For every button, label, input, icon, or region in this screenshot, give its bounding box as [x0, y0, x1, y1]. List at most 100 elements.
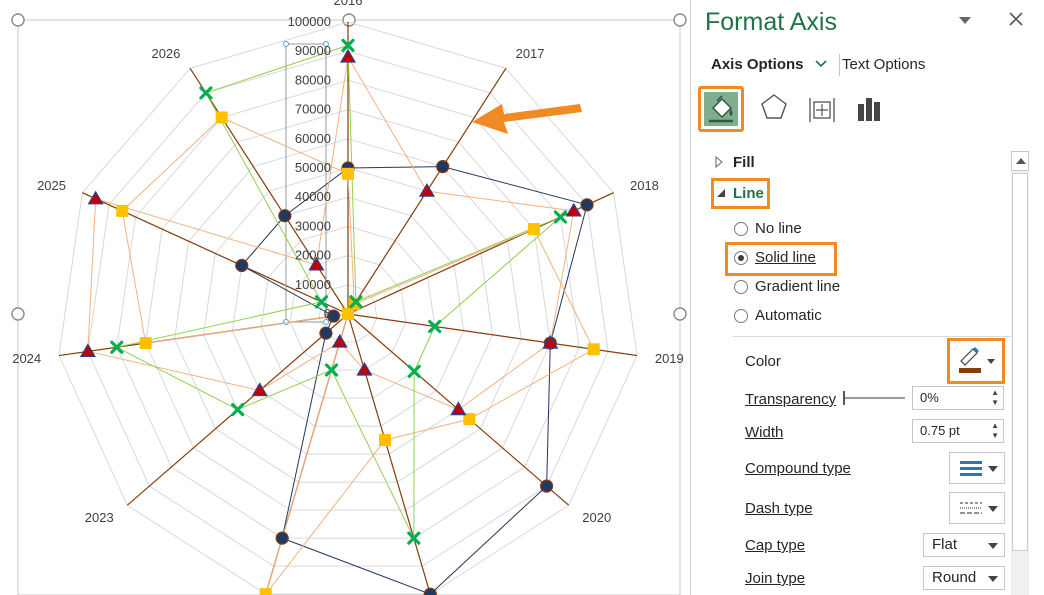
resize-handle[interactable]: [342, 13, 356, 27]
caret-down-icon[interactable]: [988, 543, 998, 549]
fill-expand-icon[interactable]: [715, 155, 723, 171]
axis-selection-handle: [323, 41, 329, 47]
category-label: 2024: [12, 351, 41, 366]
resize-handle[interactable]: [673, 13, 687, 27]
transparency-slider[interactable]: [843, 397, 905, 399]
caret-down-icon[interactable]: [988, 576, 998, 582]
scroll-up-button[interactable]: [1011, 151, 1029, 171]
width-spinner[interactable]: 0.75 pt ▲ ▼: [912, 419, 1004, 443]
data-point-triangle: [87, 190, 104, 205]
tab-axis-options[interactable]: Axis Options: [711, 56, 804, 73]
data-point-x: [407, 531, 421, 545]
transparency-label: Transparency: [745, 391, 837, 408]
data-point-square: [587, 343, 600, 356]
cap-type-dropdown[interactable]: Flat: [923, 533, 1005, 557]
axis-tick-label: 40000: [295, 189, 331, 204]
gridline-ring: [260, 225, 436, 399]
scroll-thumb[interactable]: [1012, 173, 1028, 551]
axis-tick-label: 20000: [295, 248, 331, 263]
fill-line-icon[interactable]: [698, 86, 744, 132]
resize-handle[interactable]: [11, 307, 25, 321]
data-point-circle: [275, 531, 289, 545]
outline-color-button[interactable]: [953, 344, 999, 378]
data-point-x: [110, 340, 124, 354]
chart-area[interactable]: 0 10000 20000 30000 40000 50000 60000 70000 8000…: [0, 0, 690, 595]
join-type-dropdown[interactable]: Round: [923, 566, 1005, 590]
radio-automatic-label[interactable]: Automatic: [755, 307, 822, 324]
line-collapse-icon[interactable]: [716, 188, 726, 201]
data-point-triangle: [339, 48, 357, 63]
data-point-x: [407, 364, 421, 378]
radio-solid-line-label[interactable]: Solid line: [755, 249, 816, 266]
section-divider: [733, 336, 1013, 337]
radar-chart[interactable]: 0 10000 20000 30000 40000 50000 60000 70000 8000…: [0, 0, 690, 595]
transparency-value[interactable]: 0%: [920, 390, 939, 405]
data-point-x: [314, 295, 329, 309]
data-point-square: [379, 434, 392, 447]
resize-handle[interactable]: [11, 13, 25, 27]
join-type-value[interactable]: Round: [932, 569, 977, 586]
category-label: 2020: [582, 510, 611, 525]
resize-handle[interactable]: [673, 307, 687, 321]
data-point-circle: [278, 209, 292, 223]
data-point-circle: [580, 198, 594, 212]
dash-type-dropdown[interactable]: [949, 492, 1005, 524]
width-value[interactable]: 0.75 pt: [920, 423, 960, 438]
spin-up-icon[interactable]: ▲: [991, 421, 999, 430]
axis-tick-label: 80000: [295, 72, 331, 87]
caret-down-icon[interactable]: [959, 12, 971, 30]
selected-value-axis[interactable]: [285, 43, 327, 323]
axis-selection-handle: [323, 319, 329, 325]
data-point-square: [342, 167, 354, 180]
tab-divider: [839, 54, 840, 76]
annotation-arrow: [472, 104, 582, 134]
axis-tick-label: 60000: [295, 131, 331, 146]
data-point-x: [428, 319, 442, 334]
category-label: 2026: [151, 46, 180, 61]
data-point-square: [139, 337, 152, 350]
data-point-square: [342, 308, 354, 320]
effects-pentagon-icon[interactable]: [759, 92, 789, 122]
spin-down-icon[interactable]: ▼: [991, 398, 999, 407]
radio-gradient-line-label[interactable]: Gradient line: [755, 278, 841, 295]
data-point-square: [215, 111, 228, 124]
spin-down-icon[interactable]: ▼: [991, 431, 999, 440]
cap-type-value[interactable]: Flat: [932, 536, 958, 553]
chevron-down-icon[interactable]: [815, 56, 827, 71]
radio-no-line-label[interactable]: No line: [755, 220, 802, 237]
data-point-x: [341, 38, 355, 52]
color-button-highlight: [947, 338, 1005, 384]
section-fill[interactable]: Fill: [733, 154, 755, 171]
transparency-slider-handle[interactable]: [843, 391, 845, 405]
data-point-square: [463, 413, 476, 426]
radio-gradient-line[interactable]: [734, 280, 748, 294]
data-point-square: [259, 588, 272, 595]
cap-type-label: Cap type: [745, 537, 806, 554]
data-point-circle: [540, 479, 554, 493]
data-point-triangle: [450, 401, 467, 416]
data-point-triangle: [251, 382, 268, 397]
category-label: 2018: [630, 178, 659, 193]
join-type-label: Join type: [745, 570, 806, 587]
data-point-x: [553, 210, 568, 224]
color-label: Color: [745, 353, 781, 370]
width-label: Width: [745, 424, 784, 441]
compound-type-dropdown[interactable]: [949, 452, 1005, 484]
pane-title: Format Axis: [705, 8, 837, 36]
spin-up-icon[interactable]: ▲: [991, 388, 999, 397]
section-line[interactable]: Line: [733, 185, 764, 202]
data-point-circle: [319, 326, 333, 340]
radio-no-line[interactable]: [734, 222, 748, 236]
tab-text-options[interactable]: Text Options: [842, 56, 926, 73]
close-icon[interactable]: [1009, 12, 1023, 31]
axis-options-bar-icon[interactable]: [855, 94, 885, 124]
radio-solid-line[interactable]: [734, 251, 748, 265]
transparency-spinner[interactable]: 0% ▲ ▼: [912, 386, 1004, 410]
radio-automatic[interactable]: [734, 309, 748, 323]
series-line-circle: [240, 166, 588, 595]
radar-spoke: [189, 68, 349, 315]
category-label: 2025: [37, 178, 66, 193]
size-properties-icon[interactable]: [807, 94, 837, 124]
category-label: 2016: [334, 0, 363, 8]
pane-scrollbar[interactable]: [1011, 151, 1029, 595]
